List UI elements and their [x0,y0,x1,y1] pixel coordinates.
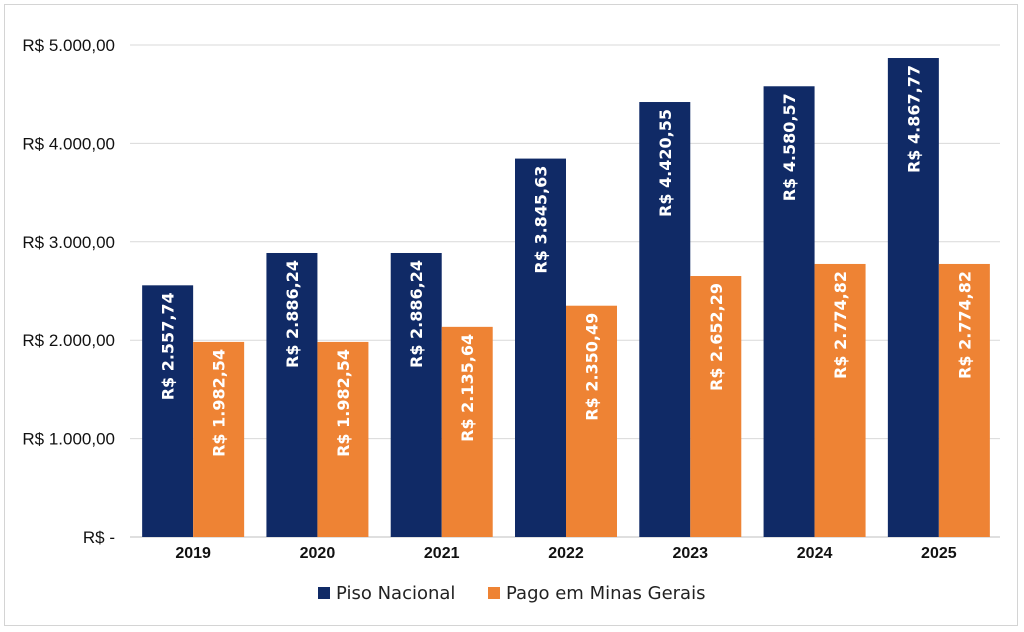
data-label: R$ 1.982,54 [210,349,229,457]
y-tick-label: R$ 1.000,00 [22,430,115,449]
y-tick-label: R$ 4.000,00 [22,134,115,153]
legend-swatch [488,587,500,599]
data-label: R$ 2.557,74 [159,292,178,400]
y-axis-ticks: R$ - R$ 1.000,00 R$ 2.000,00 R$ 3.000,00 R$ … [22,36,115,547]
data-label: R$ 2.886,24 [407,260,426,368]
y-tick-label: R$ 3.000,00 [22,233,115,252]
bar-piso-nacional [763,86,815,537]
data-label: R$ 4.580,57 [780,93,799,201]
bar-piso-nacional [515,158,566,537]
x-tick-label: 2024 [797,545,833,562]
legend[interactable]: Piso Nacional Pago em Minas Gerais [318,583,705,604]
data-label: R$ 2.774,82 [831,271,850,379]
bar-pago-minas-gerais [441,326,493,537]
bars [142,58,990,537]
data-label: R$ 2.886,24 [283,260,302,368]
data-label: R$ 3.845,63 [532,166,551,274]
bar-piso-nacional [142,285,194,537]
bar-pago-minas-gerais [566,305,617,537]
data-label: R$ 2.652,29 [707,283,726,391]
bar-piso-nacional [887,58,939,537]
x-axis-ticks: 2019 2020 2021 2022 2023 2024 2025 [175,545,956,562]
x-tick-label: 2021 [424,545,460,562]
y-tick-label: R$ 5.000,00 [22,36,115,55]
legend-label: Pago em Minas Gerais [506,583,705,604]
x-tick-label: 2020 [300,545,336,562]
bar-pago-minas-gerais [938,263,990,537]
x-tick-label: 2025 [921,545,957,562]
data-label: R$ 2.135,64 [458,334,477,442]
bar-piso-nacional [266,252,318,537]
legend-item-piso-nacional[interactable]: Piso Nacional [318,583,455,604]
bar-piso-nacional [390,252,442,537]
data-label: R$ 4.420,55 [656,109,675,217]
bar-pago-minas-gerais [317,341,369,537]
data-label: R$ 1.982,54 [334,349,353,457]
x-tick-label: 2023 [672,545,708,562]
bar-pago-minas-gerais [193,341,245,537]
data-label: R$ 2.774,82 [955,271,974,379]
x-tick-label: 2022 [548,545,584,562]
legend-label: Piso Nacional [336,583,455,604]
x-tick-label: 2019 [175,545,211,562]
bar-piso-nacional [639,102,691,537]
y-tick-label: R$ 2.000,00 [22,331,115,350]
data-label: R$ 2.350,49 [583,313,602,421]
legend-swatch [318,587,330,599]
legend-item-pago-minas-gerais[interactable]: Pago em Minas Gerais [488,583,705,604]
bar-pago-minas-gerais [690,276,742,537]
data-labels: R$ 2.557,74 R$ 1.982,54 R$ 2.886,24 R$ 1.98… [159,65,975,457]
y-tick-label: R$ - [83,528,115,547]
bar-pago-minas-gerais [814,263,866,537]
data-label: R$ 4.867,77 [904,65,923,173]
